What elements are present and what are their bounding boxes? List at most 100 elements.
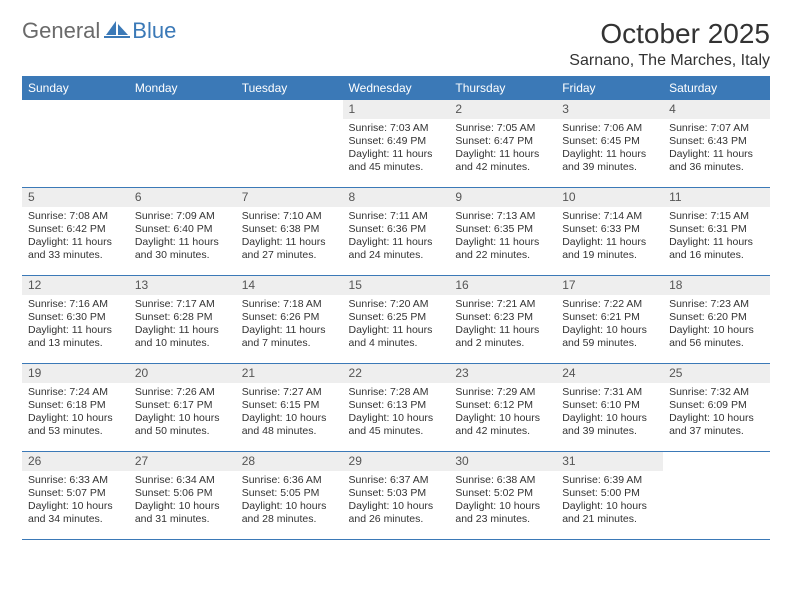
sunset-text: Sunset: 5:06 PM: [135, 487, 230, 500]
day-number: 26: [22, 452, 129, 471]
daylight-text-2: and 34 minutes.: [28, 513, 123, 526]
daylight-text-1: Daylight: 11 hours: [242, 324, 337, 337]
calendar-day-cell: 3Sunrise: 7:06 AMSunset: 6:45 PMDaylight…: [556, 100, 663, 188]
sunset-text: Sunset: 6:49 PM: [349, 135, 444, 148]
day-number: 5: [22, 188, 129, 207]
daylight-text-1: Daylight: 11 hours: [242, 236, 337, 249]
sunset-text: Sunset: 6:21 PM: [562, 311, 657, 324]
daylight-text-1: Daylight: 10 hours: [28, 412, 123, 425]
sunset-text: Sunset: 6:35 PM: [455, 223, 550, 236]
calendar-table: Sunday Monday Tuesday Wednesday Thursday…: [22, 76, 770, 540]
daylight-text-1: Daylight: 11 hours: [135, 236, 230, 249]
day-content: Sunrise: 7:15 AMSunset: 6:31 PMDaylight:…: [663, 207, 770, 265]
day-number: 28: [236, 452, 343, 471]
logo-sail-icon: [104, 19, 130, 44]
day-number: 22: [343, 364, 450, 383]
daylight-text-2: and 45 minutes.: [349, 425, 444, 438]
day-number: 8: [343, 188, 450, 207]
sunset-text: Sunset: 6:13 PM: [349, 399, 444, 412]
daylight-text-1: Daylight: 10 hours: [669, 412, 764, 425]
month-title: October 2025: [569, 18, 770, 50]
day-content: Sunrise: 7:10 AMSunset: 6:38 PMDaylight:…: [236, 207, 343, 265]
sunset-text: Sunset: 6:26 PM: [242, 311, 337, 324]
sunrise-text: Sunrise: 7:26 AM: [135, 386, 230, 399]
daylight-text-1: Daylight: 10 hours: [455, 412, 550, 425]
daylight-text-1: Daylight: 10 hours: [455, 500, 550, 513]
sunrise-text: Sunrise: 7:03 AM: [349, 122, 444, 135]
daylight-text-1: Daylight: 11 hours: [669, 236, 764, 249]
sunset-text: Sunset: 6:42 PM: [28, 223, 123, 236]
day-number: 4: [663, 100, 770, 119]
calendar-day-cell: [236, 100, 343, 188]
daylight-text-2: and 48 minutes.: [242, 425, 337, 438]
day-content: Sunrise: 7:22 AMSunset: 6:21 PMDaylight:…: [556, 295, 663, 353]
daylight-text-2: and 2 minutes.: [455, 337, 550, 350]
sunrise-text: Sunrise: 6:37 AM: [349, 474, 444, 487]
daylight-text-1: Daylight: 10 hours: [669, 324, 764, 337]
calendar-day-cell: 16Sunrise: 7:21 AMSunset: 6:23 PMDayligh…: [449, 276, 556, 364]
daylight-text-1: Daylight: 10 hours: [349, 500, 444, 513]
sunrise-text: Sunrise: 7:32 AM: [669, 386, 764, 399]
sunset-text: Sunset: 6:15 PM: [242, 399, 337, 412]
weekday-header-row: Sunday Monday Tuesday Wednesday Thursday…: [22, 77, 770, 100]
sunset-text: Sunset: 6:12 PM: [455, 399, 550, 412]
day-content: Sunrise: 7:14 AMSunset: 6:33 PMDaylight:…: [556, 207, 663, 265]
calendar-day-cell: 15Sunrise: 7:20 AMSunset: 6:25 PMDayligh…: [343, 276, 450, 364]
sunset-text: Sunset: 6:33 PM: [562, 223, 657, 236]
sunrise-text: Sunrise: 7:27 AM: [242, 386, 337, 399]
day-content: Sunrise: 7:05 AMSunset: 6:47 PMDaylight:…: [449, 119, 556, 177]
day-number: 23: [449, 364, 556, 383]
day-number: 15: [343, 276, 450, 295]
daylight-text-1: Daylight: 10 hours: [349, 412, 444, 425]
day-content: Sunrise: 7:18 AMSunset: 6:26 PMDaylight:…: [236, 295, 343, 353]
daylight-text-2: and 36 minutes.: [669, 161, 764, 174]
location: Sarnano, The Marches, Italy: [569, 52, 770, 70]
weekday-header: Saturday: [663, 77, 770, 100]
day-content: Sunrise: 7:23 AMSunset: 6:20 PMDaylight:…: [663, 295, 770, 353]
sunset-text: Sunset: 6:23 PM: [455, 311, 550, 324]
day-number: 6: [129, 188, 236, 207]
calendar-week-row: 12Sunrise: 7:16 AMSunset: 6:30 PMDayligh…: [22, 276, 770, 364]
sunrise-text: Sunrise: 7:06 AM: [562, 122, 657, 135]
day-content: Sunrise: 7:08 AMSunset: 6:42 PMDaylight:…: [22, 207, 129, 265]
sunset-text: Sunset: 5:00 PM: [562, 487, 657, 500]
logo: General Blue: [22, 18, 176, 44]
calendar-day-cell: 2Sunrise: 7:05 AMSunset: 6:47 PMDaylight…: [449, 100, 556, 188]
sunset-text: Sunset: 6:47 PM: [455, 135, 550, 148]
sunset-text: Sunset: 6:25 PM: [349, 311, 444, 324]
sunrise-text: Sunrise: 7:23 AM: [669, 298, 764, 311]
day-content: Sunrise: 7:32 AMSunset: 6:09 PMDaylight:…: [663, 383, 770, 441]
daylight-text-2: and 39 minutes.: [562, 425, 657, 438]
calendar-day-cell: 21Sunrise: 7:27 AMSunset: 6:15 PMDayligh…: [236, 364, 343, 452]
daylight-text-2: and 24 minutes.: [349, 249, 444, 262]
daylight-text-2: and 26 minutes.: [349, 513, 444, 526]
calendar-day-cell: 8Sunrise: 7:11 AMSunset: 6:36 PMDaylight…: [343, 188, 450, 276]
calendar-day-cell: 13Sunrise: 7:17 AMSunset: 6:28 PMDayligh…: [129, 276, 236, 364]
title-block: October 2025 Sarnano, The Marches, Italy: [569, 18, 770, 70]
day-number: 25: [663, 364, 770, 383]
calendar-day-cell: 31Sunrise: 6:39 AMSunset: 5:00 PMDayligh…: [556, 452, 663, 540]
daylight-text-2: and 7 minutes.: [242, 337, 337, 350]
day-number: 18: [663, 276, 770, 295]
day-content: Sunrise: 7:24 AMSunset: 6:18 PMDaylight:…: [22, 383, 129, 441]
day-number: 21: [236, 364, 343, 383]
sunset-text: Sunset: 6:20 PM: [669, 311, 764, 324]
daylight-text-1: Daylight: 11 hours: [562, 148, 657, 161]
daylight-text-1: Daylight: 10 hours: [562, 500, 657, 513]
sunset-text: Sunset: 5:02 PM: [455, 487, 550, 500]
daylight-text-1: Daylight: 10 hours: [242, 500, 337, 513]
sunset-text: Sunset: 6:36 PM: [349, 223, 444, 236]
calendar-day-cell: 22Sunrise: 7:28 AMSunset: 6:13 PMDayligh…: [343, 364, 450, 452]
daylight-text-2: and 39 minutes.: [562, 161, 657, 174]
day-number: 17: [556, 276, 663, 295]
day-content: Sunrise: 6:38 AMSunset: 5:02 PMDaylight:…: [449, 471, 556, 529]
calendar-day-cell: 17Sunrise: 7:22 AMSunset: 6:21 PMDayligh…: [556, 276, 663, 364]
daylight-text-1: Daylight: 11 hours: [135, 324, 230, 337]
day-number: 7: [236, 188, 343, 207]
calendar-week-row: 19Sunrise: 7:24 AMSunset: 6:18 PMDayligh…: [22, 364, 770, 452]
sunrise-text: Sunrise: 6:33 AM: [28, 474, 123, 487]
sunrise-text: Sunrise: 7:15 AM: [669, 210, 764, 223]
day-content: Sunrise: 7:27 AMSunset: 6:15 PMDaylight:…: [236, 383, 343, 441]
day-number: 3: [556, 100, 663, 119]
calendar-day-cell: [22, 100, 129, 188]
